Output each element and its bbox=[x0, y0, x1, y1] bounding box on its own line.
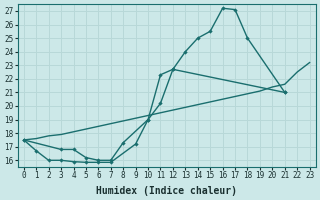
X-axis label: Humidex (Indice chaleur): Humidex (Indice chaleur) bbox=[96, 186, 237, 196]
